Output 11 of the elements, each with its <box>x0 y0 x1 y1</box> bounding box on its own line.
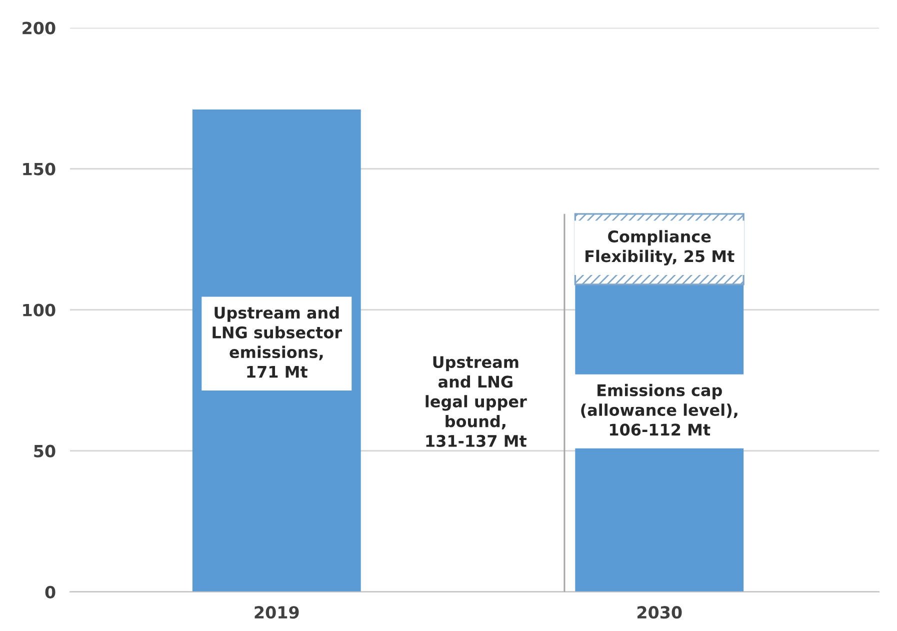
y-tick-label: 150 <box>23 162 56 176</box>
x-tick-label: 2019 <box>254 606 299 619</box>
annotation: Emissions cap (allowance level), 106-112 Mt <box>581 384 738 436</box>
y-tick-label: 0 <box>45 586 56 598</box>
x-tick-label: 2030 <box>637 606 682 619</box>
y-tick-label: 200 <box>22 22 56 34</box>
annotation: Upstream and LNG legal upper bound, 131-137 Mt <box>426 356 527 448</box>
y-tick-label: 100 <box>23 304 56 316</box>
annotation: Upstream and LNG subsector emissions, 171 Mt <box>212 306 342 378</box>
annotation: Compliance Flexibility, 25 Mt <box>586 230 734 266</box>
y-tick-label: 50 <box>34 444 56 458</box>
